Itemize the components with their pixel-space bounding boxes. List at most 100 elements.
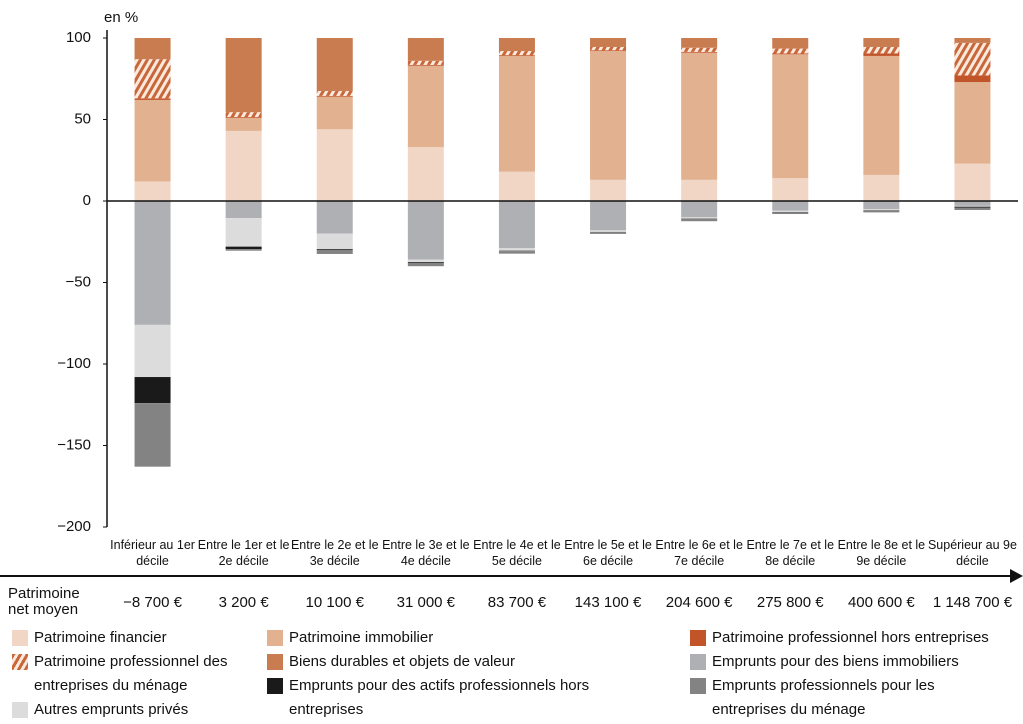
legend-item: Biens durables et objets de valeur — [267, 650, 667, 674]
legend-label: Patrimoine professionnel hors entreprise… — [712, 629, 989, 646]
bar-segment — [225, 218, 262, 247]
bar-segment — [134, 98, 171, 100]
bar-segment — [681, 52, 718, 180]
bar-segment — [225, 38, 262, 113]
bar-segment — [407, 147, 444, 201]
bar-segment — [590, 38, 627, 47]
bar-segment — [407, 65, 444, 148]
bar-segment — [954, 206, 991, 208]
legend-label: Emprunts pour des actifs professionnels … — [289, 677, 590, 718]
bar-segment — [772, 201, 809, 211]
net-wealth-value: 275 800 € — [756, 594, 824, 611]
legend-item: Patrimoine immobilier — [267, 626, 667, 650]
x-tick-label: Entre le 2e et le 3e décile — [290, 538, 379, 568]
bar-segment — [498, 51, 535, 56]
bar-segment — [407, 262, 444, 263]
bar-segment — [134, 59, 171, 99]
legend-swatch — [267, 678, 283, 694]
bar-segment — [407, 259, 444, 263]
bar-segment — [316, 233, 353, 250]
legend-item: Emprunts pour des actifs professionnels … — [267, 674, 667, 722]
net-wealth-value: 1 148 700 € — [932, 594, 1013, 611]
bar-segment — [498, 55, 535, 56]
bar-segment — [225, 249, 262, 251]
y-tick-label: −200 — [57, 518, 91, 535]
bar-segment — [863, 209, 900, 211]
bar-segment — [772, 210, 809, 213]
bar-segment — [498, 38, 535, 52]
bar-segment — [681, 217, 718, 219]
bar-segment — [590, 201, 627, 231]
bar-segment — [134, 201, 171, 325]
bar-segment — [134, 99, 171, 182]
bar-segment — [225, 130, 262, 201]
legend-label: Patrimoine immobilier — [289, 629, 434, 646]
y-tick-label: −100 — [57, 355, 91, 372]
legend-swatch — [690, 678, 706, 694]
legend-label: Biens durables et objets de valeur — [289, 653, 515, 670]
bar-segment — [407, 38, 444, 61]
net-wealth-value: −8 700 € — [123, 594, 182, 611]
bar-segment — [590, 232, 627, 234]
bar-segment — [225, 117, 262, 118]
legend-item: Patrimoine professionnel des entreprises… — [12, 650, 252, 698]
legend-label: Patrimoine professionnel des entreprises… — [34, 653, 228, 694]
bar-segment — [498, 201, 535, 249]
bar-segment — [316, 201, 353, 234]
net-wealth-value: 143 100 € — [574, 594, 642, 611]
legend-item: Emprunts professionnels pour les entrepr… — [690, 674, 1020, 722]
bar-segment — [498, 248, 535, 251]
legend-column: Patrimoine immobilier Biens durables et o… — [267, 626, 667, 722]
legend-item: Patrimoine professionnel hors entreprise… — [690, 626, 1020, 650]
y-tick-label: 100 — [66, 29, 91, 46]
bar-segment — [681, 179, 718, 201]
bar-segment — [681, 218, 718, 222]
arrow-head — [1010, 569, 1023, 583]
bar-segment — [772, 54, 809, 179]
legend-swatch — [690, 654, 706, 670]
bar-segment — [590, 46, 627, 51]
bar-segment — [134, 377, 171, 404]
bar-segment — [407, 60, 444, 65]
bar-segment — [134, 324, 171, 378]
bar-segment — [225, 201, 262, 219]
bar-segment — [863, 210, 900, 213]
bar-segment — [954, 38, 991, 43]
net-wealth-value: 3 200 € — [218, 594, 269, 611]
net-wealth-value: 83 700 € — [487, 594, 547, 611]
bar-segment — [590, 179, 627, 201]
bar-segment — [954, 163, 991, 201]
bar-segment — [772, 48, 809, 54]
legend-label: Emprunts pour des biens immobiliers — [712, 653, 959, 670]
bar-segment — [134, 403, 171, 467]
y-tick-label: 50 — [74, 110, 91, 127]
bar-segment — [498, 55, 535, 172]
bar-segment — [772, 212, 809, 215]
legend-swatch — [12, 702, 28, 718]
bar-segment — [863, 174, 900, 201]
x-tick-label: Entre le 5e et le 6e décile — [564, 538, 652, 568]
bar-segment — [407, 262, 444, 267]
bar-segment — [863, 38, 900, 47]
bar-segment — [316, 249, 353, 250]
bar-segment — [316, 90, 353, 96]
net-wealth-label: Patrimoine net moyen — [8, 585, 80, 618]
bar-segment — [772, 178, 809, 201]
net-wealth-value: 10 100 € — [305, 594, 364, 611]
net-wealth-value: 31 000 € — [396, 594, 456, 611]
bar-segment — [316, 95, 353, 97]
x-tick-label: Entre le 4e et le 5e décile — [473, 538, 561, 568]
y-axis-label: en % — [104, 9, 138, 26]
bar-segment — [316, 96, 353, 130]
legend-swatch — [267, 654, 283, 670]
bar-segment — [954, 201, 991, 206]
bar-segment — [316, 129, 353, 201]
x-tick-label: Entre le 6e et le 7e décile — [655, 538, 743, 568]
bar-segment — [590, 230, 627, 232]
legend-label: Autres emprunts privés — [34, 701, 189, 718]
bar-segment — [772, 53, 809, 55]
legend-swatch — [267, 630, 283, 646]
bar-segment — [681, 201, 718, 218]
